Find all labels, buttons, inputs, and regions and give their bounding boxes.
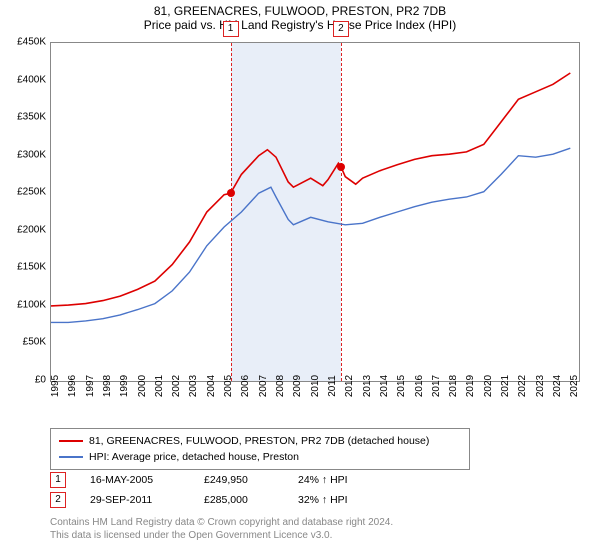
sale-row: 1 16-MAY-2005 £249,950 24% ↑ HPI [50, 470, 348, 490]
x-axis-label: 1996 [67, 375, 78, 397]
footer-line-2: This data is licensed under the Open Gov… [50, 529, 393, 542]
x-axis-label: 2020 [483, 375, 494, 397]
x-axis-label: 1998 [102, 375, 113, 397]
sale-delta: 32% ↑ HPI [298, 490, 348, 510]
sale-date: 29-SEP-2011 [90, 490, 180, 510]
x-axis-label: 2013 [362, 375, 373, 397]
x-axis-label: 2007 [258, 375, 269, 397]
sale-price: £249,950 [204, 470, 274, 490]
x-axis-label: 2003 [188, 375, 199, 397]
x-axis-label: 2017 [431, 375, 442, 397]
x-axis-label: 1995 [50, 375, 61, 397]
x-axis-label: 2023 [535, 375, 546, 397]
y-axis-label: £50K [23, 337, 46, 348]
x-axis-label: 2009 [292, 375, 303, 397]
y-axis-label: £100K [17, 299, 46, 310]
sale-date: 16-MAY-2005 [90, 470, 180, 490]
legend-item: 81, GREENACRES, FULWOOD, PRESTON, PR2 7D… [59, 433, 461, 449]
y-axis-label: £150K [17, 262, 46, 273]
sale-point-icon [227, 189, 235, 197]
series-hpi [51, 148, 570, 322]
sale-row: 2 29-SEP-2011 £285,000 32% ↑ HPI [50, 490, 348, 510]
x-axis-label: 1997 [85, 375, 96, 397]
legend-swatch-icon [59, 456, 83, 458]
x-axis-label: 2002 [171, 375, 182, 397]
sale-point-icon [337, 163, 345, 171]
plot-area: 12 [50, 42, 580, 382]
x-axis-label: 1999 [119, 375, 130, 397]
y-axis-label: £300K [17, 149, 46, 160]
x-axis-label: 2005 [223, 375, 234, 397]
y-axis-label: £250K [17, 187, 46, 198]
sale-price: £285,000 [204, 490, 274, 510]
legend-swatch-icon [59, 440, 83, 442]
x-axis-label: 2016 [414, 375, 425, 397]
footer-attribution: Contains HM Land Registry data © Crown c… [50, 516, 393, 542]
x-axis-label: 2000 [137, 375, 148, 397]
x-axis-label: 2018 [448, 375, 459, 397]
x-axis-label: 2014 [379, 375, 390, 397]
y-axis-label: £200K [17, 224, 46, 235]
y-axis-label: £400K [17, 74, 46, 85]
legend-label: 81, GREENACRES, FULWOOD, PRESTON, PR2 7D… [89, 433, 429, 449]
y-axis-label: £450K [17, 37, 46, 48]
sale-marker-badge: 2 [333, 21, 349, 37]
sale-row-badge: 1 [50, 472, 66, 488]
legend: 81, GREENACRES, FULWOOD, PRESTON, PR2 7D… [50, 428, 470, 470]
x-axis-label: 2015 [396, 375, 407, 397]
x-axis-label: 2006 [240, 375, 251, 397]
chart: £0£50K£100K£150K£200K£250K£300K£350K£400… [50, 42, 580, 402]
x-axis-label: 2011 [327, 375, 338, 397]
x-axis-label: 2025 [569, 375, 580, 397]
sales-table: 1 16-MAY-2005 £249,950 24% ↑ HPI 2 29-SEP-201… [50, 470, 348, 510]
title-line-2: Price paid vs. HM Land Registry's House … [0, 18, 600, 32]
series-property [51, 73, 570, 306]
x-axis-label: 2022 [517, 375, 528, 397]
title-line-1: 81, GREENACRES, FULWOOD, PRESTON, PR2 7D… [0, 4, 600, 18]
y-axis-label: £0 [35, 375, 46, 386]
sale-marker-badge: 1 [223, 21, 239, 37]
x-axis-label: 2001 [154, 375, 165, 397]
x-axis-label: 2008 [275, 375, 286, 397]
sale-row-badge: 2 [50, 492, 66, 508]
x-axis-label: 2010 [310, 375, 321, 397]
line-chart [51, 43, 579, 381]
x-axis-label: 2024 [552, 375, 563, 397]
x-axis-label: 2021 [500, 375, 511, 397]
legend-label: HPI: Average price, detached house, Pres… [89, 449, 299, 465]
footer-line-1: Contains HM Land Registry data © Crown c… [50, 516, 393, 529]
x-axis-label: 2019 [465, 375, 476, 397]
x-axis-label: 2004 [206, 375, 217, 397]
legend-item: HPI: Average price, detached house, Pres… [59, 449, 461, 465]
sale-delta: 24% ↑ HPI [298, 470, 348, 490]
x-axis-label: 2012 [344, 375, 355, 397]
y-axis-label: £350K [17, 112, 46, 123]
